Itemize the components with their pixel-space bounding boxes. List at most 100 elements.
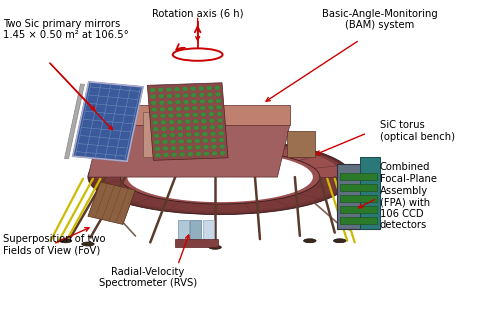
Circle shape: [218, 126, 223, 129]
Bar: [202, 219, 213, 241]
Circle shape: [207, 87, 212, 90]
Circle shape: [155, 147, 160, 150]
Circle shape: [220, 145, 224, 148]
Polygon shape: [73, 82, 143, 161]
Circle shape: [167, 94, 172, 97]
Circle shape: [170, 134, 175, 137]
Circle shape: [194, 133, 199, 136]
Circle shape: [188, 153, 192, 155]
Circle shape: [154, 141, 159, 144]
Circle shape: [178, 120, 182, 123]
Circle shape: [186, 127, 190, 130]
Bar: [340, 173, 377, 180]
Polygon shape: [90, 177, 351, 214]
Polygon shape: [148, 83, 228, 160]
Circle shape: [212, 152, 217, 155]
Circle shape: [199, 87, 203, 90]
Circle shape: [201, 113, 205, 116]
Circle shape: [200, 93, 204, 96]
Bar: [288, 131, 315, 157]
Circle shape: [172, 147, 176, 150]
Circle shape: [192, 100, 196, 103]
Circle shape: [192, 107, 197, 110]
Text: SiC torus
(optical bench): SiC torus (optical bench): [380, 120, 454, 141]
Circle shape: [177, 114, 182, 117]
Circle shape: [159, 95, 164, 98]
Circle shape: [150, 89, 155, 92]
Circle shape: [170, 127, 174, 130]
Bar: [178, 219, 188, 241]
Circle shape: [186, 120, 190, 123]
Polygon shape: [97, 142, 343, 212]
Polygon shape: [64, 84, 84, 159]
Circle shape: [179, 140, 184, 143]
Text: Radial-Velocity
Spectrometer (RVS): Radial-Velocity Spectrometer (RVS): [98, 267, 197, 289]
Circle shape: [152, 102, 156, 105]
Circle shape: [171, 140, 175, 143]
Circle shape: [196, 146, 200, 149]
Circle shape: [208, 106, 213, 109]
Circle shape: [209, 113, 214, 116]
Circle shape: [219, 132, 224, 135]
Circle shape: [210, 119, 214, 122]
Circle shape: [160, 108, 164, 111]
Ellipse shape: [60, 239, 72, 243]
Text: Rotation axis (6 h): Rotation axis (6 h): [152, 9, 244, 19]
Circle shape: [162, 127, 166, 130]
Circle shape: [168, 108, 172, 111]
Polygon shape: [100, 105, 290, 125]
Circle shape: [210, 126, 214, 129]
Bar: [340, 195, 377, 202]
Bar: [190, 219, 201, 241]
Circle shape: [220, 138, 224, 141]
Circle shape: [185, 113, 190, 116]
Circle shape: [151, 95, 156, 98]
Circle shape: [202, 119, 206, 122]
Circle shape: [208, 100, 212, 103]
Circle shape: [192, 94, 196, 97]
Polygon shape: [88, 139, 352, 215]
Circle shape: [215, 86, 220, 89]
Circle shape: [184, 100, 188, 103]
Circle shape: [193, 113, 198, 116]
Bar: [340, 184, 377, 191]
Circle shape: [188, 146, 192, 149]
Bar: [340, 217, 377, 224]
Circle shape: [208, 93, 212, 96]
Circle shape: [204, 152, 208, 155]
Circle shape: [161, 121, 166, 124]
Bar: [340, 206, 377, 213]
Circle shape: [178, 127, 182, 130]
Circle shape: [220, 152, 225, 154]
Circle shape: [191, 87, 196, 90]
Circle shape: [183, 88, 188, 91]
Circle shape: [210, 132, 215, 135]
Circle shape: [176, 101, 180, 104]
Circle shape: [178, 133, 183, 136]
Circle shape: [158, 88, 163, 91]
Circle shape: [186, 133, 191, 136]
Ellipse shape: [209, 245, 222, 249]
Circle shape: [162, 134, 166, 137]
Circle shape: [152, 115, 157, 118]
Circle shape: [200, 107, 205, 110]
Circle shape: [180, 153, 184, 156]
Circle shape: [212, 145, 216, 148]
Circle shape: [166, 88, 171, 91]
Circle shape: [195, 139, 200, 142]
Circle shape: [217, 106, 221, 109]
Circle shape: [212, 139, 216, 142]
Bar: [175, 239, 218, 247]
Circle shape: [156, 154, 160, 157]
Circle shape: [204, 146, 208, 149]
Polygon shape: [88, 182, 136, 224]
Ellipse shape: [82, 242, 94, 246]
Circle shape: [154, 128, 158, 131]
Circle shape: [218, 113, 222, 115]
Circle shape: [174, 88, 179, 91]
Polygon shape: [92, 141, 348, 214]
Circle shape: [172, 153, 176, 156]
Circle shape: [169, 121, 173, 124]
Circle shape: [160, 114, 165, 117]
Circle shape: [202, 126, 206, 129]
